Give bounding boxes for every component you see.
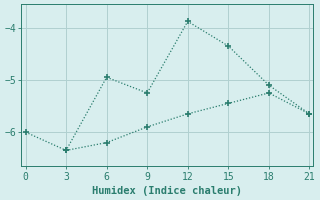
X-axis label: Humidex (Indice chaleur): Humidex (Indice chaleur): [92, 186, 243, 196]
